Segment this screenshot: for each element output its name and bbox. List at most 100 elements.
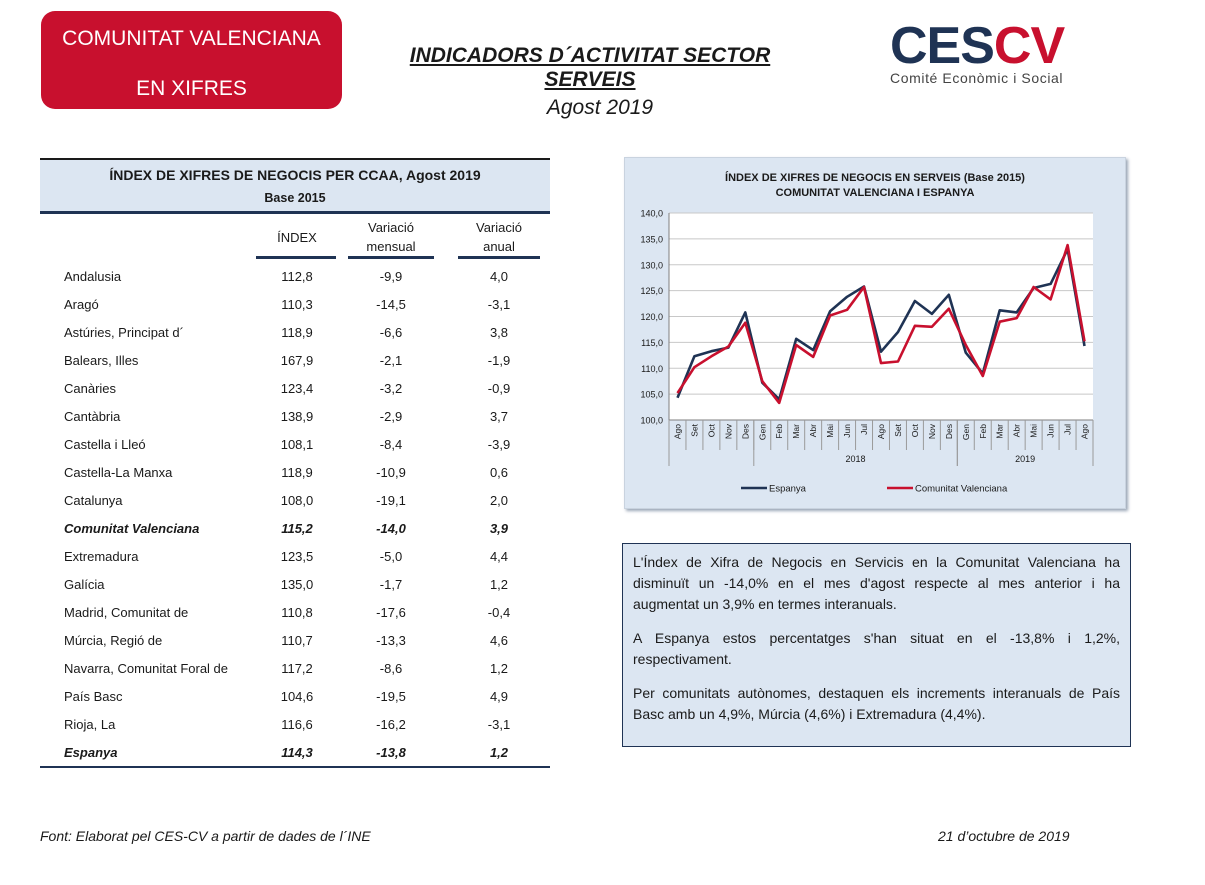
y-tick-label: 115,0 [641, 338, 663, 348]
y-tick-label: 120,0 [640, 312, 663, 322]
monthly-change: -8,6 [379, 661, 403, 676]
y-tick-label: 125,0 [640, 286, 663, 296]
logo-subtitle: Comité Econòmic i Social [890, 70, 1064, 86]
x-tick-label: Gen [961, 424, 971, 440]
region-name: Cantàbria [64, 409, 121, 424]
region-name: Extremadura [64, 549, 139, 564]
x-tick-label: Mai [1029, 424, 1039, 438]
region-name: Catalunya [64, 493, 123, 508]
table-row: Galícia 135,0 -1,7 1,2 [40, 570, 550, 598]
legend-label: Espanya [769, 484, 807, 495]
x-tick-label: Ago [876, 424, 886, 439]
monthly-change: -13,3 [376, 633, 406, 648]
region-name: Múrcia, Regió de [64, 633, 163, 648]
y-tick-label: 105,0 [640, 390, 663, 400]
region-name: Madrid, Comunitat de [64, 605, 189, 620]
region-name: Galícia [64, 577, 105, 592]
region-name: Canàries [64, 381, 117, 396]
y-tick-label: 140,0 [640, 209, 663, 219]
commentary-p2: A Espanya estos percentatges s'han situa… [633, 630, 1120, 667]
region-name: Astúries, Principat d´ [64, 325, 184, 340]
line-chart: ÍNDEX DE XIFRES DE NEGOCIS EN SERVEIS (B… [640, 171, 1094, 495]
table-subtitle: Base 2015 [264, 191, 326, 205]
annual-change: 1,2 [489, 745, 509, 760]
index-value: 116,6 [281, 717, 313, 732]
table-row: Madrid, Comunitat de 110,8 -17,6 -0,4 [40, 598, 550, 626]
col-header-monthly: Variació mensual [348, 218, 434, 256]
col-header-annual: Variació anual [458, 218, 540, 256]
table-row: País Basc 104,6 -19,5 4,9 [40, 682, 550, 710]
x-tick-label: Ago [1080, 424, 1090, 439]
x-tick-label: Feb [978, 424, 988, 439]
region-name: Rioja, La [64, 717, 116, 732]
annual-change: 1,2 [489, 577, 509, 592]
monthly-change: -16,2 [376, 717, 406, 732]
monthly-change: -17,6 [376, 605, 406, 620]
annual-change: 4,0 [489, 269, 509, 284]
col-header-monthly-l2: mensual [366, 239, 416, 254]
table-row: Cantàbria 138,9 -2,9 3,7 [40, 402, 550, 430]
source-note: Font: Elaborat pel CES-CV a partir de da… [40, 828, 371, 844]
x-tick-label: Mar [791, 424, 801, 439]
table-row: Rioja, La 116,6 -16,2 -3,1 [40, 710, 550, 738]
monthly-change: -3,2 [379, 381, 403, 396]
chart-panel: ÍNDEX DE XIFRES DE NEGOCIS EN SERVEIS (B… [624, 157, 1126, 509]
region-badge: COMUNITAT VALENCIANA EN XIFRES [41, 11, 342, 109]
publication-date: 21 d’octubre de 2019 [938, 828, 1070, 844]
col-header-annual-l2: anual [483, 239, 515, 254]
table-row: Catalunya 108,0 -19,1 2,0 [40, 486, 550, 514]
series-line-espanya [676, 247, 1086, 401]
column-headers: ÍNDEX Variació mensual Variació anual [40, 214, 550, 262]
index-value: 104,6 [280, 689, 314, 704]
region-name: Andalusia [64, 269, 122, 284]
region-name: País Basc [64, 689, 123, 704]
monthly-change: -5,0 [379, 549, 403, 564]
monthly-change: -6,6 [379, 325, 403, 340]
x-tick-label: Mar [995, 424, 1005, 439]
table-row: Navarra, Comunitat Foral de 117,2 -8,6 1,2 [40, 654, 550, 682]
index-value: 115,2 [281, 521, 313, 536]
table-row: Castella i Lleó 108,1 -8,4 -3,9 [40, 430, 550, 458]
y-tick-label: 135,0 [640, 234, 663, 244]
badge-line-2: EN XIFRES [136, 77, 247, 100]
x-tick-label: Nov [723, 423, 733, 439]
index-value: 118,9 [281, 465, 313, 480]
region-name: Balears, Illes [64, 353, 139, 368]
table-row: Aragó 110,3 -14,5 -3,1 [40, 290, 550, 318]
annual-change: 4,4 [489, 549, 509, 564]
table-title: ÍNDEX DE XIFRES DE NEGOCIS PER CCAA, Ago… [109, 167, 481, 183]
index-value: 110,8 [281, 605, 313, 620]
region-name: Espanya [64, 745, 118, 760]
monthly-change: -2,9 [379, 409, 403, 424]
year-label: 2019 [1015, 454, 1035, 464]
monthly-change: -8,4 [379, 437, 403, 452]
x-tick-label: Jul [1063, 424, 1073, 435]
table-row: Andalusia 112,8 -9,9 4,0 [40, 262, 550, 290]
x-tick-label: Set [893, 423, 903, 436]
table-row: Comunitat Valenciana 115,2 -14,0 3,9 [40, 514, 550, 542]
index-value: 117,2 [281, 661, 313, 676]
annual-change: -0,9 [487, 381, 511, 396]
x-tick-label: Des [740, 424, 750, 439]
annual-change: 3,9 [489, 521, 509, 536]
logo-mark-cv: CV [993, 17, 1065, 75]
index-value: 167,9 [280, 353, 314, 368]
index-value: 110,3 [281, 297, 313, 312]
region-name: Castella-La Manxa [64, 465, 173, 480]
annual-change: -3,9 [487, 437, 511, 452]
commentary-p3: Per comunitats autònomes, destaquen els … [633, 685, 1120, 722]
annual-change: 2,0 [489, 493, 509, 508]
commentary-p1: L'Índex de Xifra de Negocis en Servicis … [633, 554, 1120, 612]
year-label: 2018 [846, 454, 866, 464]
logo-mark: CESCV [890, 20, 1120, 72]
index-value: 118,9 [281, 325, 313, 340]
annual-change: 0,6 [489, 465, 509, 480]
monthly-change: -19,1 [376, 493, 406, 508]
col-underline-index [256, 256, 336, 259]
badge-line-1: COMUNITAT VALENCIANA [62, 27, 321, 50]
x-tick-label: Feb [774, 424, 784, 439]
legend-label: Comunitat Valenciana [915, 484, 1008, 495]
index-value: 138,9 [280, 409, 314, 424]
x-tick-label: Jul [859, 424, 869, 435]
table-body: Andalusia 112,8 -9,9 4,0 Aragó 110,3 -14,5 -3,1… [40, 262, 550, 768]
